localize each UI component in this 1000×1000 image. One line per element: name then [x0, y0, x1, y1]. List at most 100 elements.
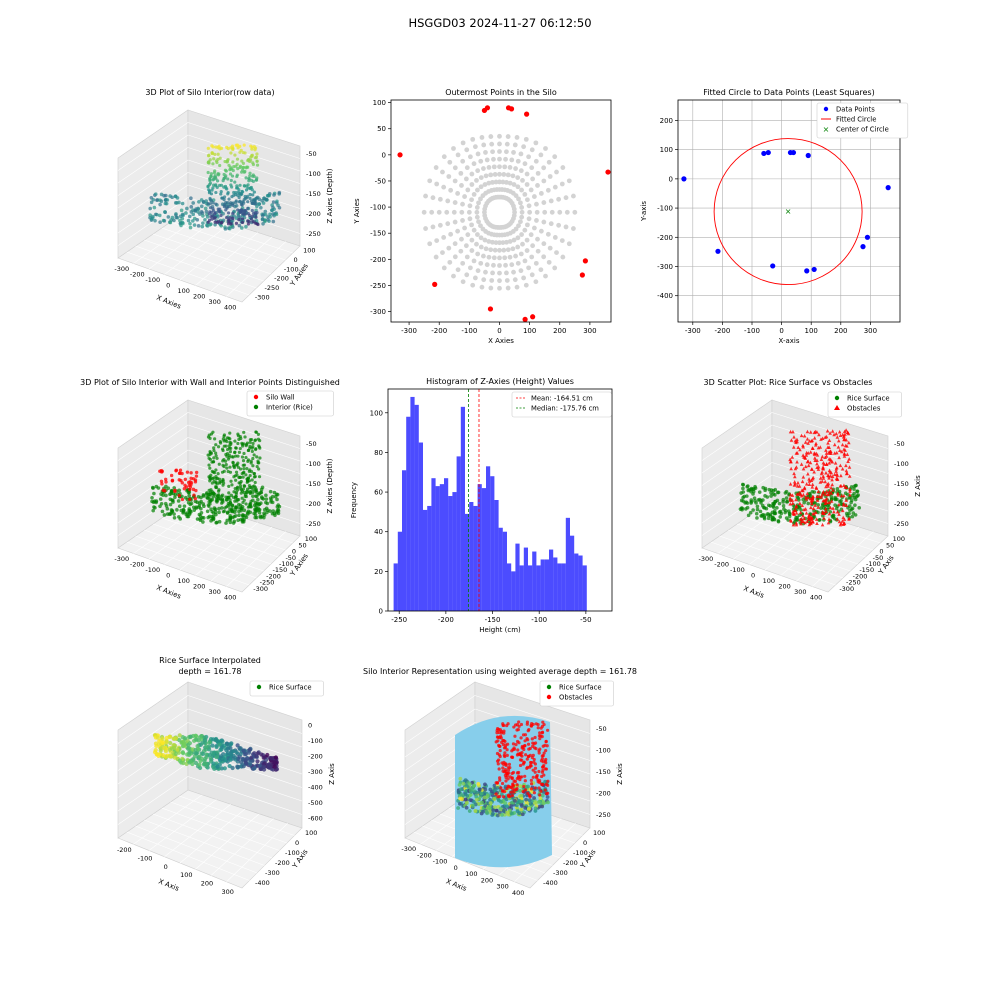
- p7-surface-point: [273, 755, 279, 760]
- p4-xtick-label: -300: [114, 555, 129, 563]
- p4-interior-point: [238, 486, 243, 490]
- p2-grey-point: [464, 147, 470, 153]
- p4-legend-label: Interior (Rice): [266, 404, 313, 412]
- p7-surface-point: [231, 749, 236, 754]
- p1-point: [211, 207, 215, 211]
- p2-grey-point: [525, 222, 530, 228]
- p4-interior-point: [240, 496, 244, 500]
- p7-surface-point: [269, 756, 275, 761]
- p2-grey-point: [476, 219, 481, 225]
- p4-interior-point: [236, 461, 240, 465]
- p6-obstacle-point: [806, 517, 811, 521]
- p6-xtick-label: 0: [751, 571, 755, 579]
- p1-ytick-label: -300: [255, 293, 270, 301]
- p5-bar: [544, 559, 549, 611]
- p8-ytick-label: 0: [583, 839, 587, 847]
- p2-grey-point: [475, 232, 480, 237]
- p2-grey-point: [530, 243, 536, 249]
- p4-wall-point: [194, 474, 199, 478]
- p6-obstacle-point: [846, 440, 851, 445]
- p8-rice-point: [526, 807, 531, 811]
- p2-grey-point: [471, 161, 477, 167]
- p1-point: [272, 193, 276, 197]
- p7-subtitle: depth = 161.78: [178, 667, 241, 676]
- p4-interior-point: [229, 493, 234, 498]
- p4-wall-point: [194, 470, 199, 475]
- p4-ztick-label: -50: [306, 440, 317, 448]
- p3-data-point: [885, 185, 891, 191]
- p2-outer-point: [582, 258, 588, 264]
- p6-xlabel: X Axis: [742, 584, 765, 600]
- p8-rice-point: [467, 782, 472, 787]
- p1-point: [241, 217, 245, 221]
- p1-point: [239, 148, 243, 152]
- p4-interior-point: [173, 492, 178, 497]
- p2-outer-point: [487, 306, 494, 312]
- p4-interior-point: [257, 475, 262, 479]
- p6-xtick-label: -300: [698, 555, 713, 563]
- p6-obstacle-point: [806, 463, 811, 468]
- p2-grey-point: [469, 222, 474, 228]
- p2-grey-point: [519, 205, 525, 210]
- p1-ztick-label: -50: [306, 150, 317, 158]
- p5-legend-label: Mean: -164.51 cm: [531, 395, 593, 403]
- p1-point: [200, 211, 205, 215]
- p8-obstacle-point: [542, 773, 546, 777]
- p4-interior-point: [214, 454, 218, 458]
- p4-interior-point: [170, 498, 174, 502]
- p4-interior-point: [212, 448, 216, 453]
- p6-obstacle-point: [792, 435, 796, 439]
- p8-obstacle-point: [539, 726, 543, 730]
- p6-obstacle-point: [801, 492, 806, 497]
- p4-interior-point: [245, 487, 250, 491]
- p6-obstacle-point: [833, 461, 838, 465]
- p1-point: [263, 212, 268, 217]
- p2-grey-point: [491, 255, 497, 261]
- p8-rice-point: [485, 793, 490, 798]
- p6-obstacle-point: [832, 432, 836, 437]
- p2-grey-point: [467, 154, 473, 160]
- p3-xlabel: X-axis: [779, 337, 800, 345]
- p6-obstacle-point: [812, 511, 817, 516]
- p1-point: [240, 159, 244, 163]
- p2-grey-point: [502, 255, 508, 261]
- p2-grey-point: [427, 241, 433, 247]
- p4-interior-point: [251, 456, 255, 461]
- p8-obstacle-point: [499, 786, 503, 790]
- p1-point: [159, 199, 164, 204]
- p2-outer-point: [508, 106, 515, 112]
- p6-rice-point: [746, 513, 751, 518]
- p6-obstacle-point: [796, 480, 800, 485]
- p8-xtick-label: -200: [417, 851, 432, 859]
- p4-interior-point: [249, 437, 254, 442]
- p8-rice-point: [468, 788, 473, 793]
- p6-obstacle-point: [829, 451, 833, 456]
- p6-rice-point: [763, 488, 767, 493]
- p4-interior-point: [151, 508, 155, 513]
- p4-interior-point: [152, 499, 157, 503]
- p7-grid: [117, 695, 189, 744]
- p6-obstacle-point: [825, 429, 830, 433]
- p4-xlabel: X Axies: [155, 584, 182, 601]
- p1-point: [229, 183, 233, 187]
- p2-grey-point: [483, 246, 489, 252]
- p1-point: [211, 186, 215, 190]
- p4-interior-point: [158, 504, 162, 509]
- p7-ytick-label: 100: [305, 829, 317, 837]
- p1-point: [267, 193, 272, 198]
- p1-point: [255, 159, 259, 163]
- p4-interior-point: [246, 459, 250, 464]
- p8-rice-point: [520, 804, 524, 808]
- p6-obstacle-point: [804, 511, 809, 515]
- p6-obstacle-point: [825, 482, 830, 487]
- p2-grey-point: [440, 169, 445, 175]
- p6-obstacle-point: [840, 442, 845, 447]
- p6-rice-point: [739, 498, 744, 503]
- p2-ytick-label: 100: [373, 99, 386, 107]
- p6-obstacle-point: [845, 430, 850, 435]
- p6-obstacle-point: [827, 517, 831, 521]
- p7-grid: [117, 735, 189, 785]
- p7-surface-point: [181, 751, 186, 756]
- p6-obstacle-point: [843, 432, 847, 436]
- p8-rice-point: [483, 787, 488, 792]
